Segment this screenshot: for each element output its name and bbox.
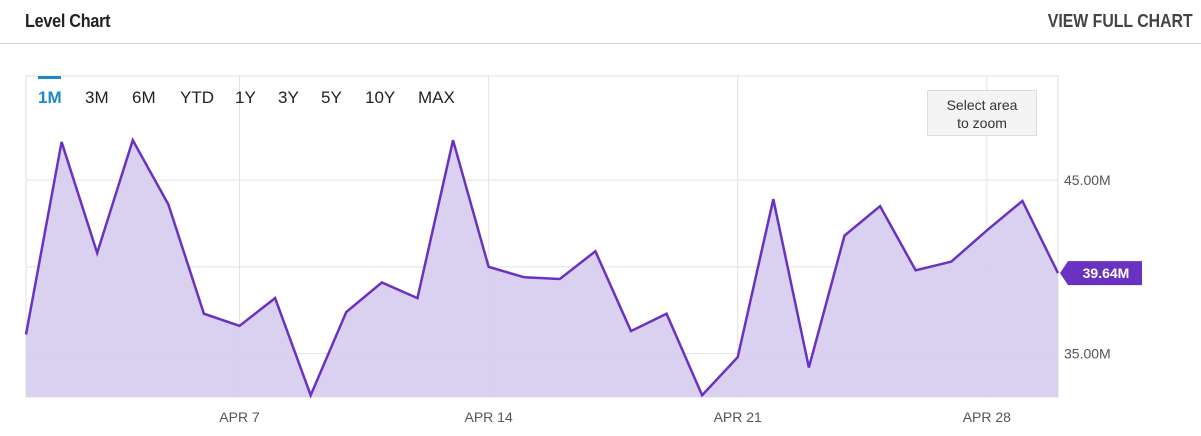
- x-tick-label: APR 7: [219, 409, 260, 425]
- y-tick-label: 35.00M: [1064, 346, 1111, 362]
- zoom-hint-line-1: Select area: [946, 97, 1018, 113]
- y-tick-label: 45.00M: [1064, 172, 1111, 188]
- last-value-flag: [1060, 261, 1142, 286]
- zoom-hint: Select area to zoom: [927, 90, 1037, 136]
- range-button-3y[interactable]: 3Y: [278, 88, 299, 107]
- x-tick-label: APR 28: [963, 409, 1011, 425]
- series-line: [24, 137, 1060, 399]
- zoom-hint-line-2: to zoom: [957, 115, 1007, 131]
- chart-title: Level Chart: [25, 11, 111, 31]
- range-button-1m[interactable]: 1M: [38, 88, 62, 107]
- last-value-label: 39.64M: [1083, 265, 1130, 281]
- series-area-fill: [26, 140, 1058, 397]
- range-button-max[interactable]: MAX: [418, 88, 455, 107]
- range-button-3m[interactable]: 3M: [85, 88, 109, 107]
- range-button-5y[interactable]: 5Y: [321, 88, 342, 107]
- range-button-10y[interactable]: 10Y: [365, 88, 396, 107]
- chart-header: Level Chart VIEW FULL CHART: [0, 0, 1201, 44]
- x-tick-label: APR 21: [714, 409, 762, 425]
- range-button-ytd[interactable]: YTD: [180, 88, 214, 107]
- view-full-chart-link[interactable]: VIEW FULL CHART: [1048, 11, 1193, 31]
- range-button-6m[interactable]: 6M: [132, 88, 156, 107]
- x-tick-label: APR 14: [464, 409, 512, 425]
- range-button-1y[interactable]: 1Y: [235, 88, 256, 107]
- active-range-indicator: [38, 76, 61, 79]
